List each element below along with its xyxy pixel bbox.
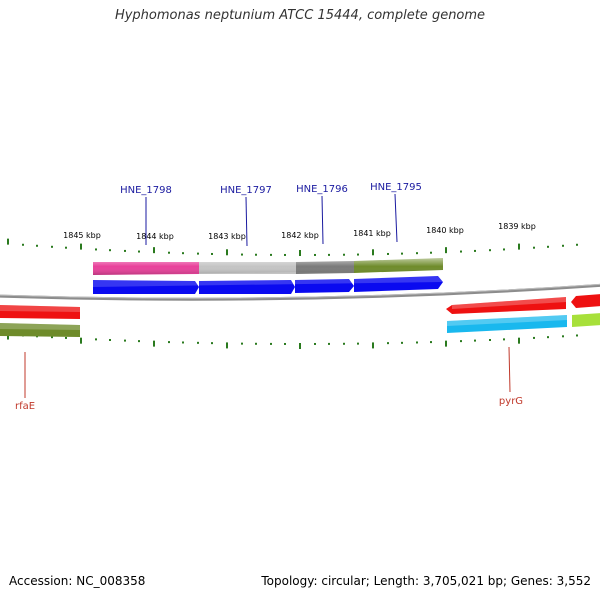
scale-label: 1843 kbp (208, 232, 246, 241)
gene-label-hne-1797[interactable]: HNE_1797 (220, 185, 272, 196)
cds-arrow[interactable] (571, 294, 600, 308)
gene-label-hne-1798[interactable]: HNE_1798 (120, 185, 172, 196)
scale-label: 1842 kbp (281, 231, 319, 240)
scale-label: 1840 kbp (426, 226, 464, 235)
scale-label: 1841 kbp (353, 229, 391, 238)
scale-label: 1839 kbp (498, 222, 536, 231)
cds-arrow-hne-1797[interactable] (199, 280, 295, 294)
accession-text: Accession: NC_008358 (9, 574, 146, 588)
gene-label-rfae[interactable]: rfaE (15, 401, 35, 412)
scale-label: 1845 kbp (63, 231, 101, 240)
gene-leader-line (321, 195, 324, 245)
inner-tick-track (7, 333, 578, 349)
outer-tick-track (7, 238, 578, 256)
feature-color-track (93, 258, 443, 275)
gene-leader-line (508, 346, 511, 393)
reverse-cds-track-left (0, 305, 80, 337)
cds-arrow-hne-1795[interactable] (354, 276, 443, 292)
cds-arrow-hne-1798[interactable] (93, 280, 199, 294)
gene-block[interactable] (0, 323, 80, 337)
gene-label-hne-1795[interactable]: HNE_1795 (370, 182, 422, 193)
cds-arrow-pyrg[interactable] (446, 297, 566, 314)
cds-arrow-rfae[interactable] (0, 305, 80, 319)
gene-label-hne-1796[interactable]: HNE_1796 (296, 184, 348, 195)
forward-cds-track (93, 276, 443, 294)
gene-block[interactable] (572, 313, 600, 327)
scale-label: 1844 kbp (136, 232, 174, 241)
gene-label-pyrg[interactable]: pyrG (499, 396, 523, 407)
gene-leader-line (245, 196, 248, 247)
gene-leader-line (394, 193, 398, 243)
gene-block[interactable] (447, 315, 567, 333)
map-title: Hyphomonas neptunium ATCC 15444, complet… (114, 8, 486, 23)
reverse-cds-track-right (446, 294, 600, 333)
cds-arrow-hne-1796[interactable] (295, 279, 354, 293)
genome-backbone (0, 283, 600, 301)
topology-text: Topology: circular; Length: 3,705,021 bp… (261, 574, 591, 588)
